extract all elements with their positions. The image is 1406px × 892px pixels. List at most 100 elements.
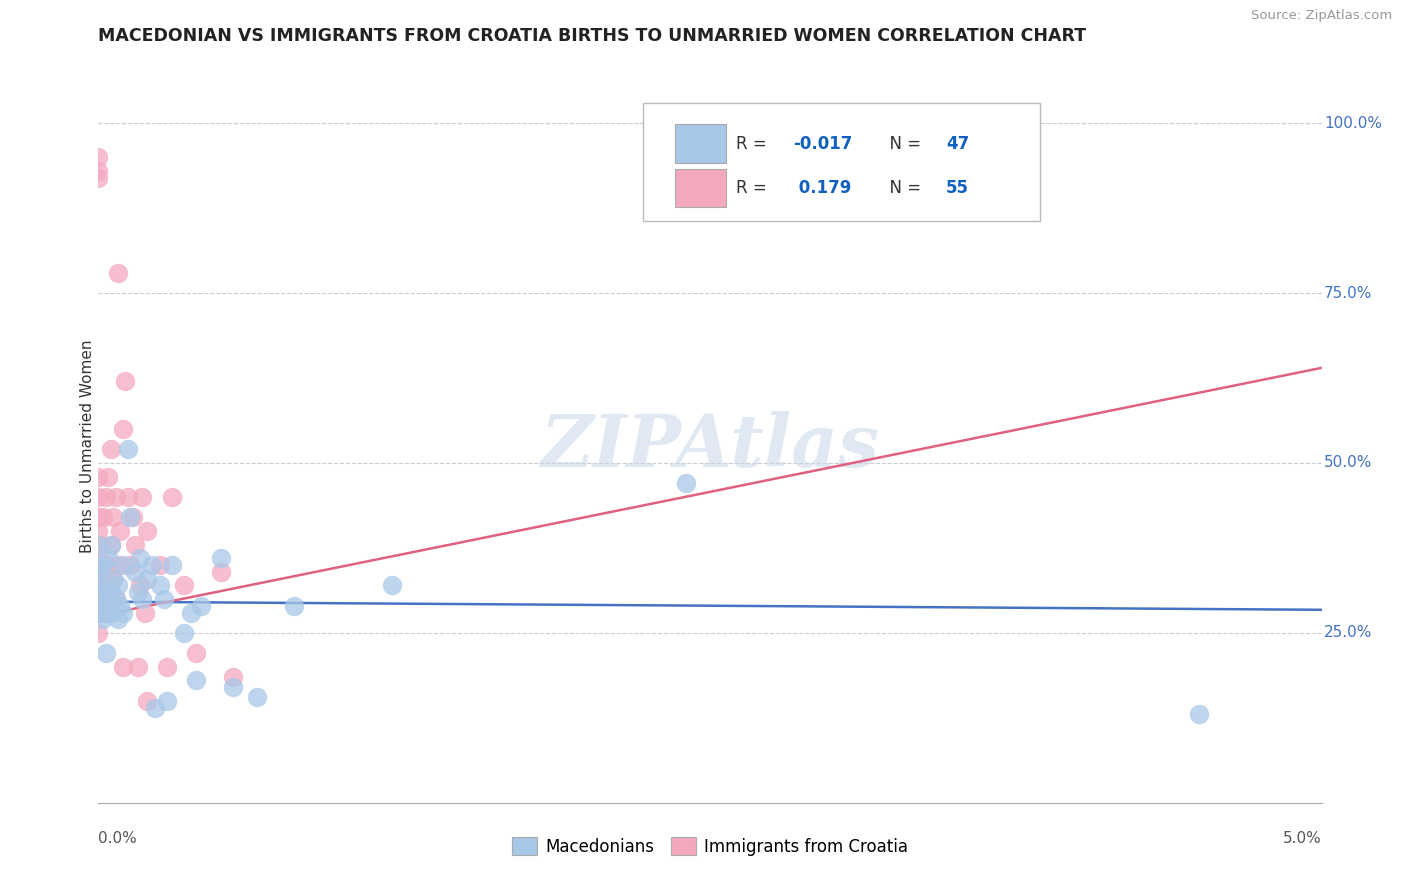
Point	[190, 599, 212, 613]
Point	[131, 490, 153, 504]
Point	[87, 599, 110, 613]
Point	[87, 585, 110, 599]
Point	[117, 490, 139, 504]
Point	[110, 524, 132, 538]
Point	[160, 490, 183, 504]
Point	[87, 510, 110, 524]
Point	[186, 673, 208, 688]
Point	[91, 591, 114, 606]
Text: R =: R =	[735, 135, 772, 153]
Point	[209, 551, 232, 566]
Point	[111, 606, 134, 620]
Point	[104, 591, 127, 606]
Point	[90, 572, 112, 586]
Point	[100, 537, 122, 551]
Point	[87, 606, 110, 620]
Point	[101, 606, 124, 620]
Point	[111, 558, 134, 572]
Point	[127, 585, 149, 599]
Point	[87, 537, 110, 551]
Point	[100, 585, 122, 599]
Point	[120, 510, 142, 524]
Point	[94, 606, 117, 620]
Point	[180, 606, 202, 620]
Text: 0.179: 0.179	[793, 179, 852, 197]
Text: N =: N =	[879, 179, 927, 197]
Point	[1188, 707, 1211, 722]
Text: 55: 55	[946, 179, 969, 197]
Point	[141, 558, 163, 572]
Point	[675, 476, 697, 491]
Point	[87, 163, 110, 178]
Point	[91, 510, 114, 524]
Point	[87, 578, 110, 592]
Point	[131, 591, 153, 606]
Point	[94, 490, 117, 504]
Point	[87, 591, 110, 606]
Point	[173, 626, 195, 640]
Point	[101, 510, 124, 524]
Point	[100, 537, 122, 551]
Point	[156, 660, 179, 674]
Point	[87, 572, 110, 586]
Point	[222, 680, 245, 694]
Point	[160, 558, 183, 572]
Point	[129, 578, 152, 592]
Point	[87, 469, 110, 483]
Point	[90, 537, 112, 551]
Text: Source: ZipAtlas.com: Source: ZipAtlas.com	[1251, 9, 1392, 22]
Point	[91, 558, 114, 572]
Point	[127, 660, 149, 674]
Point	[94, 578, 117, 592]
Point	[87, 578, 110, 592]
Point	[143, 700, 166, 714]
Text: 5.0%: 5.0%	[1282, 831, 1322, 847]
Point	[246, 690, 269, 705]
Point	[91, 558, 114, 572]
Point	[110, 599, 132, 613]
Point	[209, 565, 232, 579]
Point	[94, 606, 117, 620]
Point	[97, 469, 120, 483]
FancyBboxPatch shape	[675, 125, 725, 163]
Text: 100.0%: 100.0%	[1324, 116, 1382, 131]
Point	[97, 558, 120, 572]
Point	[104, 591, 127, 606]
Point	[149, 578, 172, 592]
Point	[283, 599, 305, 613]
Point	[87, 606, 110, 620]
Point	[124, 565, 146, 579]
Point	[136, 524, 159, 538]
Y-axis label: Births to Unmarried Women: Births to Unmarried Women	[80, 339, 94, 553]
Text: 47: 47	[946, 135, 969, 153]
Point	[381, 578, 404, 592]
Text: N =: N =	[879, 135, 927, 153]
Point	[136, 694, 159, 708]
Point	[87, 150, 110, 164]
Point	[97, 591, 120, 606]
Point	[120, 558, 142, 572]
Point	[87, 551, 110, 566]
Point	[104, 490, 127, 504]
Point	[87, 558, 110, 572]
Point	[129, 551, 152, 566]
Text: ZIPAtlas: ZIPAtlas	[541, 410, 879, 482]
Point	[117, 442, 139, 457]
Point	[153, 591, 176, 606]
Legend: Macedonians, Immigrants from Croatia: Macedonians, Immigrants from Croatia	[505, 830, 915, 863]
Point	[100, 442, 122, 457]
Point	[173, 578, 195, 592]
Text: -0.017: -0.017	[793, 135, 852, 153]
Point	[114, 375, 136, 389]
Point	[156, 694, 179, 708]
Point	[111, 422, 134, 436]
Point	[87, 626, 110, 640]
Point	[101, 572, 124, 586]
Point	[87, 558, 110, 572]
Point	[94, 646, 117, 660]
Point	[149, 558, 172, 572]
FancyBboxPatch shape	[675, 169, 725, 208]
Text: 25.0%: 25.0%	[1324, 625, 1372, 640]
Point	[107, 266, 129, 280]
Text: 0.0%: 0.0%	[98, 831, 138, 847]
